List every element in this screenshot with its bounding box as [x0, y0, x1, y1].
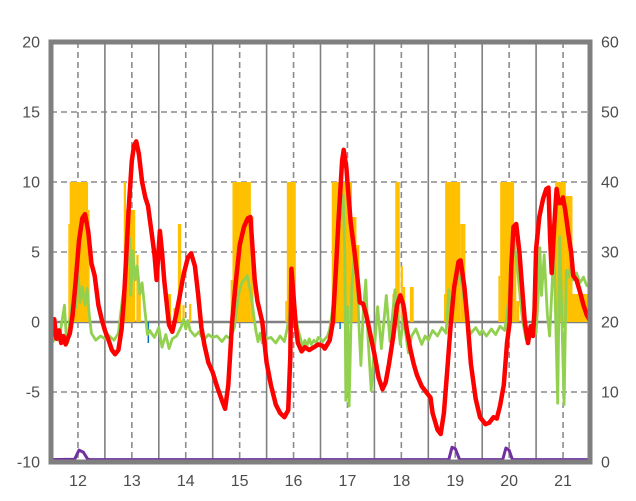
right-axis-tick-label: 20 [601, 315, 619, 332]
sunshine-bar [167, 294, 172, 322]
sunshine-bar [68, 224, 70, 322]
red-series-line [48, 139, 593, 437]
purple-series-line [49, 445, 592, 462]
green-series-line [49, 193, 592, 408]
left-axis-tick-label: 15 [22, 105, 40, 122]
left-axis-tick-label: 10 [22, 175, 40, 192]
left-axis-tick-label: 20 [22, 35, 40, 52]
sunshine-bar [498, 275, 501, 322]
x-axis-tick-label: 16 [285, 473, 303, 490]
sunshine-bar [138, 287, 141, 322]
plot-frame [48, 39, 593, 465]
x-axis-tick-label: 19 [446, 473, 464, 490]
sunshine-bar [230, 280, 233, 322]
sunshine-bar [286, 182, 296, 322]
sunshine-bar [88, 210, 90, 322]
right-axis-tick-label: 10 [601, 385, 619, 402]
right-axis-tick-label: 0 [601, 455, 610, 472]
sunshine-bar [177, 224, 182, 322]
left-axis-tick-label: -5 [26, 385, 40, 402]
x-axis-tick-label: 12 [69, 473, 87, 490]
sunshine-bar [189, 303, 192, 322]
left-axis-tick-label: -10 [17, 455, 40, 472]
sunshine-bar [516, 301, 520, 322]
x-axis-tick-label: 21 [554, 473, 572, 490]
right-axis-tick-label: 50 [601, 105, 619, 122]
x-axis-tick-label: 18 [392, 473, 410, 490]
x-axis-tick-label: 15 [231, 473, 249, 490]
blue-bar [339, 322, 341, 329]
left-axis-tick-label: 0 [31, 315, 40, 332]
sunshine-bar [565, 196, 573, 322]
sunshine-bar [409, 287, 414, 322]
sunshine-bar [182, 305, 185, 322]
sunshine-bar [285, 301, 287, 322]
sunshine-bar [444, 294, 446, 322]
x-axis-tick-label: 13 [123, 473, 141, 490]
left-axis-tick-label: 5 [31, 245, 40, 262]
sunshine-bar [514, 238, 517, 322]
x-axis-tick-label: 20 [500, 473, 518, 490]
sunshine-bar [395, 182, 400, 322]
x-axis-tick-label: 14 [177, 473, 195, 490]
series-layer [48, 139, 593, 462]
right-axis-tick-label: 40 [601, 175, 619, 192]
right-axis-tick-label: 60 [601, 35, 619, 52]
x-axis-tick-label: 17 [339, 473, 357, 490]
sunshine-bar [136, 254, 139, 322]
right-axis-tick-label: 30 [601, 245, 619, 262]
